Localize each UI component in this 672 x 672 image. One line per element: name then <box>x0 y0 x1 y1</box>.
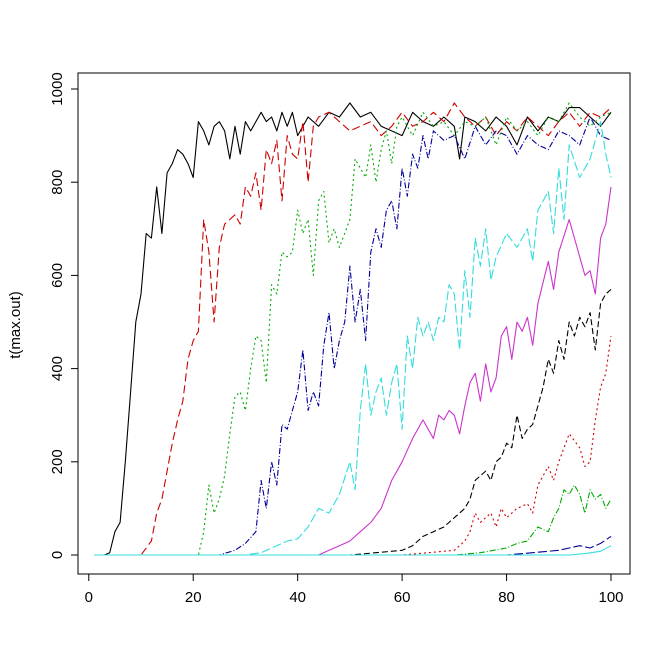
series-line-6 <box>94 186 612 556</box>
y-tick-label: 800 <box>49 170 66 195</box>
x-tick-label: 60 <box>394 589 411 606</box>
y-tick-label: 200 <box>49 449 66 474</box>
y-tick-label: 1000 <box>49 72 66 105</box>
x-tick-label: 20 <box>185 589 202 606</box>
series-line-1 <box>94 102 612 556</box>
series-line-2 <box>94 102 612 556</box>
x-tick-label: 0 <box>85 589 93 606</box>
series-line-9 <box>94 484 612 556</box>
x-tick-label: 80 <box>498 589 515 606</box>
plot-box <box>77 72 631 575</box>
x-tick-label: 40 <box>289 589 306 606</box>
series-layer <box>94 102 612 556</box>
series-line-11 <box>94 545 612 556</box>
series-line-4 <box>94 116 612 556</box>
y-axis-label: t(max.out) <box>7 291 24 359</box>
x-axis: 0 20 40 60 80 100 <box>85 573 624 606</box>
series-line-10 <box>94 535 612 556</box>
series-line-5 <box>94 121 612 556</box>
y-axis: 0 200 400 600 800 1000 <box>49 72 79 559</box>
y-tick-label: 400 <box>49 356 66 381</box>
series-line-7 <box>94 288 612 556</box>
y-tick-label: 600 <box>49 263 66 288</box>
y-tick-label: 0 <box>49 551 66 559</box>
series-line-3 <box>94 102 612 556</box>
x-tick-label: 100 <box>598 589 623 606</box>
